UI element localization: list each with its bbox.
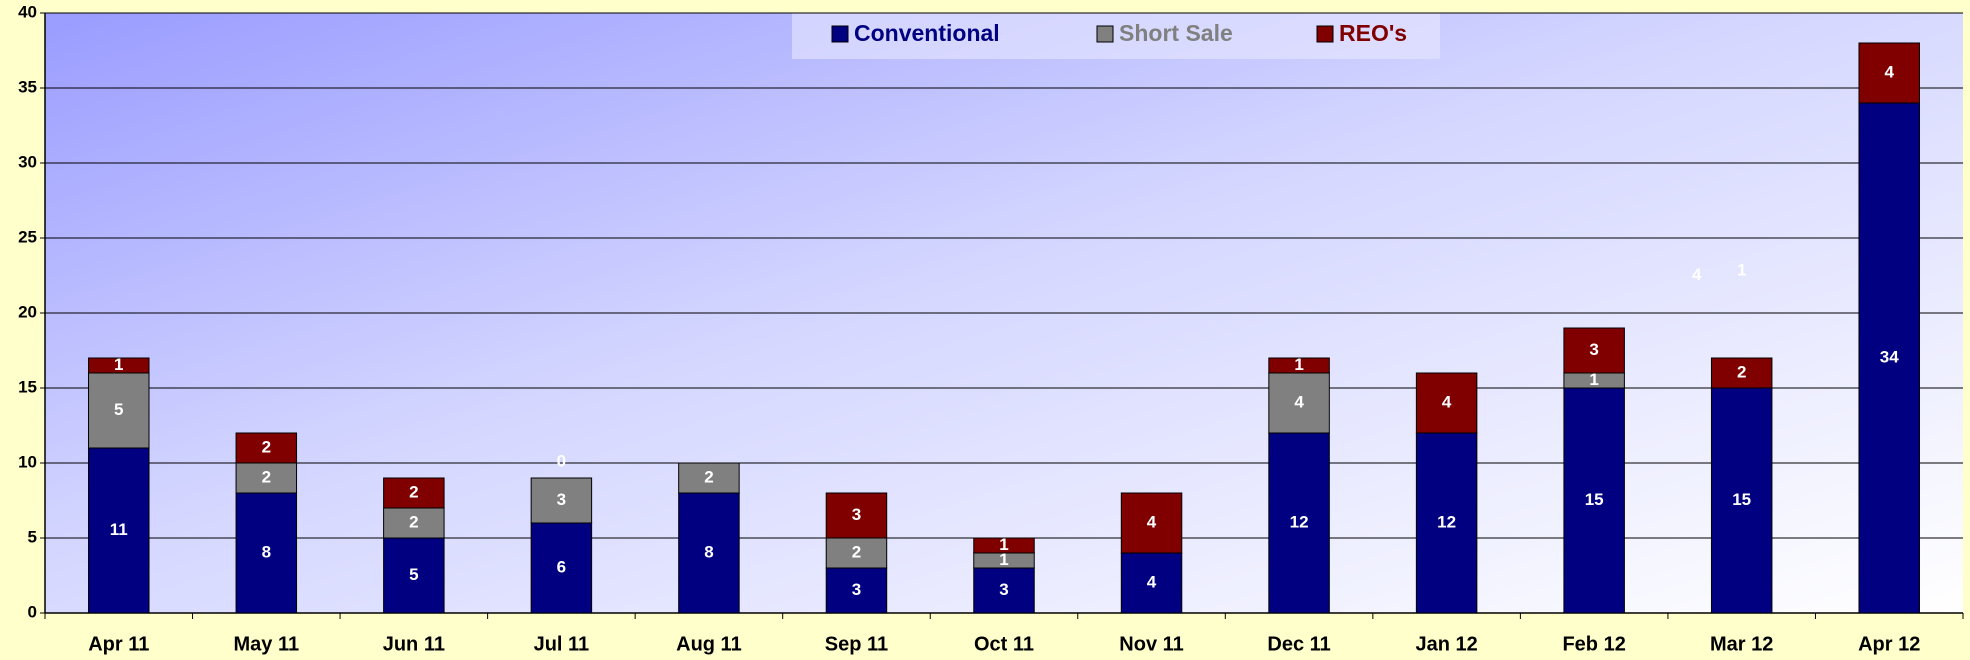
y-tick-label: 15 (18, 377, 37, 396)
data-label: 4 (1147, 512, 1157, 531)
data-label: 2 (409, 512, 418, 531)
x-tick-label: Dec 11 (1267, 633, 1330, 655)
data-label: 3 (557, 490, 566, 509)
x-tick-label: Aug 11 (676, 633, 742, 655)
bar-segment (1710, 387, 1773, 614)
legend-label: REO's (1339, 20, 1407, 46)
bar-segment (1120, 492, 1183, 554)
bar-segment (235, 462, 298, 494)
data-label: 4 (1884, 62, 1894, 81)
bar-segment (825, 567, 888, 614)
data-label: 1 (1294, 355, 1303, 374)
legend-label: Short Sale (1119, 20, 1233, 46)
data-label: 4 (1294, 392, 1304, 411)
data-label: 2 (852, 542, 861, 561)
data-label: 12 (1290, 512, 1309, 531)
legend-swatch (1096, 25, 1114, 43)
data-label: 8 (262, 542, 271, 561)
bar-segment (235, 432, 298, 464)
data-label: 2 (262, 467, 271, 486)
data-label: 3 (999, 580, 1008, 599)
bar-segment (1563, 387, 1625, 614)
x-tick-label: Mar 12 (1710, 633, 1773, 655)
bar-segment (825, 492, 888, 539)
data-label: 1 (999, 535, 1008, 554)
bar-segment (235, 492, 298, 614)
data-label: 2 (409, 482, 418, 501)
x-tick-label: Sep 11 (825, 633, 888, 655)
y-tick-label: 20 (18, 302, 37, 321)
y-tick-label: 5 (28, 527, 37, 546)
bar-segment (1268, 432, 1330, 614)
bar-segment (1858, 42, 1920, 104)
data-label: 8 (704, 542, 713, 561)
y-tick-label: 40 (18, 2, 37, 21)
data-label: 15 (1732, 490, 1751, 509)
data-label: 11 (110, 520, 128, 539)
bar-segment (383, 477, 445, 509)
data-label: 2 (704, 467, 713, 486)
bar-segment (973, 567, 1035, 614)
x-tick-label: Oct 11 (974, 633, 1034, 655)
bar-segment (973, 537, 1035, 554)
bar-segment (678, 492, 740, 614)
x-tick-label: Apr 12 (1858, 633, 1920, 655)
bar-segment (1563, 327, 1625, 374)
bar-segment (1710, 357, 1773, 389)
y-tick-label: 10 (18, 452, 37, 471)
data-label: 1 (999, 550, 1008, 569)
bar-segment (678, 462, 740, 494)
data-label: 4 (1442, 392, 1452, 411)
data-label: 6 (557, 557, 566, 576)
bar-segment (1268, 372, 1330, 434)
legend-label: Conventional (854, 20, 1000, 46)
bar-segment (530, 477, 593, 524)
x-tick-label: Jun 11 (383, 633, 445, 655)
x-tick-label: Apr 11 (88, 633, 149, 655)
data-label: 1 (114, 355, 123, 374)
data-label: 4 (1147, 572, 1157, 591)
bar-segment (383, 537, 445, 614)
annotation: 1 (1737, 260, 1746, 279)
bar-segment (88, 357, 150, 374)
y-tick-label: 25 (18, 227, 37, 246)
bar-segment (825, 537, 888, 569)
data-label: 3 (852, 505, 861, 524)
bar-segment (1415, 372, 1478, 434)
x-tick-label: Jul 11 (534, 633, 590, 655)
x-tick-label: Jan 12 (1415, 633, 1477, 655)
bar-segment (383, 507, 445, 539)
data-label: 2 (1737, 362, 1746, 381)
legend-swatch (1316, 25, 1334, 43)
data-label: 5 (114, 400, 123, 419)
legend-swatch (831, 25, 849, 43)
x-tick-label: May 11 (234, 633, 300, 655)
bar-segment (530, 522, 593, 614)
data-label: 15 (1585, 490, 1604, 509)
data-label: 2 (262, 437, 271, 456)
data-label: 3 (1589, 340, 1598, 359)
data-label: 5 (409, 565, 418, 584)
x-tick-label: Feb 12 (1562, 633, 1625, 655)
data-label: 12 (1437, 512, 1456, 531)
y-tick-label: 35 (18, 77, 37, 96)
data-label: 3 (852, 580, 861, 599)
annotation: 4 (1692, 265, 1702, 284)
x-tick-label: Nov 11 (1119, 633, 1183, 655)
y-tick-label: 0 (28, 602, 37, 621)
bar-segment (88, 372, 150, 449)
data-label: 1 (1589, 370, 1598, 389)
bar-segment (1120, 552, 1183, 614)
data-label: 34 (1880, 347, 1899, 366)
bar-segment (1268, 357, 1330, 374)
data-label: 0 (557, 451, 566, 470)
y-tick-label: 30 (18, 152, 37, 171)
